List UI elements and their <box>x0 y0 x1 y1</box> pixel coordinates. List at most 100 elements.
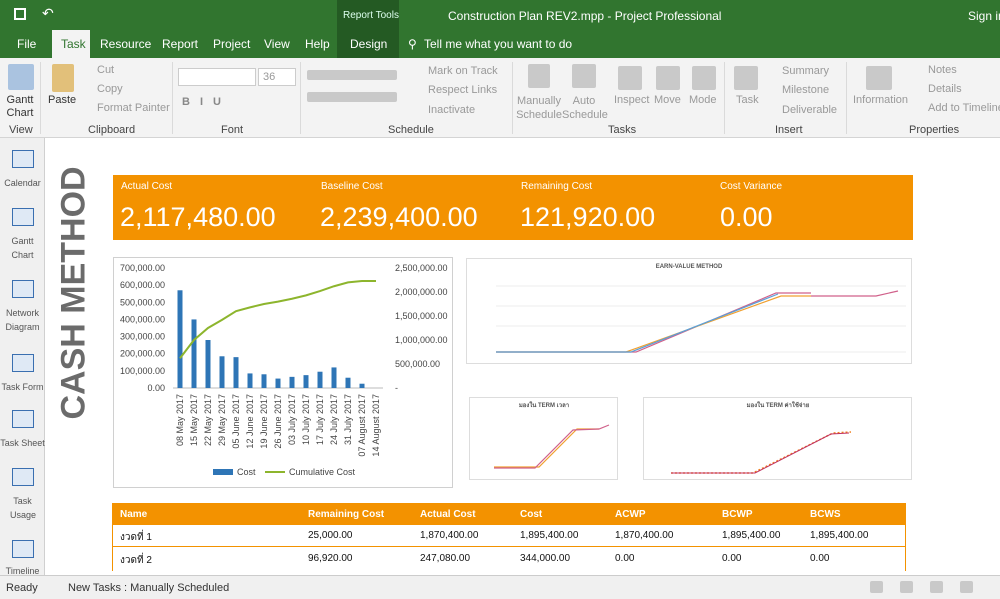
add-to-timeline-button[interactable]: Add to Timeline <box>928 102 1000 114</box>
chart-title: มองใน TERM ค่าใช้จ่าย <box>747 401 810 409</box>
tab[interactable]: Task <box>61 37 86 51</box>
search-icon: ⚲ <box>408 37 417 51</box>
summary-button[interactable]: Summary <box>782 65 830 77</box>
view-button[interactable]: Calendar <box>4 178 41 188</box>
column-header: Actual Cost <box>420 509 476 520</box>
details-button[interactable]: Details <box>928 83 962 95</box>
table-header <box>112 503 906 525</box>
x-tick-label: 17 July 2017 <box>315 394 325 445</box>
x-tick-label: 07 August 2017 <box>357 394 367 457</box>
view-shortcut[interactable] <box>900 581 913 593</box>
view-icon <box>12 354 34 372</box>
tab[interactable]: Help <box>305 37 330 51</box>
tab[interactable]: View <box>264 37 290 51</box>
kpi-value: 0.00 <box>720 202 773 232</box>
manually-schedule-button[interactable]: Manually Schedule <box>516 95 562 121</box>
view-button[interactable]: Task Usage <box>10 496 37 520</box>
bar <box>177 290 183 388</box>
copy-button[interactable]: Copy <box>97 83 123 95</box>
deliverable-button[interactable]: Deliverable <box>782 104 838 116</box>
x-tick-label: 12 June 2017 <box>245 394 255 449</box>
view-bar: Calendar Gantt Chart Network Diagram Tas… <box>0 138 45 575</box>
x-tick-label: 31 July 2017 <box>343 394 353 445</box>
x-tick-label: 19 June 2017 <box>259 394 269 449</box>
sign-in[interactable]: Sign in <box>968 9 1000 23</box>
bar <box>317 371 323 388</box>
table-cell: 1,895,400.00 <box>810 530 869 541</box>
kpi-label: Baseline Cost <box>321 181 383 192</box>
legend-label: Cost <box>237 467 256 477</box>
tab[interactable]: File <box>17 37 37 51</box>
group-label: Tasks <box>608 124 637 136</box>
tab[interactable]: Report <box>162 37 199 51</box>
heading-box: CASH METHOD <box>44 166 104 420</box>
tab[interactable]: Design <box>350 37 388 51</box>
ev-line <box>496 293 779 353</box>
active-tab-bg <box>52 30 90 58</box>
inactivate-button[interactable]: Inactivate <box>428 104 476 116</box>
format-painter-button[interactable]: Format Painter <box>97 102 170 114</box>
time-line <box>494 424 610 469</box>
view-button[interactable]: Timeline <box>5 566 40 574</box>
y-tick-label: 100,000.00 <box>120 366 165 376</box>
view-shortcut[interactable] <box>930 581 943 593</box>
paste-icon <box>52 64 74 92</box>
task-button[interactable]: Task <box>736 94 759 106</box>
information-button[interactable]: Information <box>853 94 909 106</box>
tab[interactable]: Project <box>213 37 251 51</box>
bar <box>275 378 281 388</box>
chart-title: มองใน TERM เวลา <box>519 401 569 409</box>
view-button[interactable]: Task Form <box>1 382 44 392</box>
column-header: Name <box>120 509 148 520</box>
view-button[interactable]: Task Sheet <box>0 438 45 448</box>
milestone-button[interactable]: Milestone <box>782 84 830 96</box>
tell-me[interactable]: Tell me what you want to do <box>424 37 573 51</box>
design-tab-bg <box>337 30 399 58</box>
view-icon <box>12 468 34 486</box>
view-icon <box>12 540 34 558</box>
ev-line <box>811 290 899 297</box>
table-cell: 25,000.00 <box>308 530 353 541</box>
auto-icon <box>572 64 596 88</box>
respect-links-button[interactable]: Respect Links <box>428 84 498 96</box>
x-tick-label: 05 June 2017 <box>231 394 241 449</box>
view-icon <box>12 410 34 428</box>
group-label: Properties <box>909 124 960 136</box>
undo-icon[interactable]: ↶ <box>42 5 54 21</box>
table-row <box>112 525 906 547</box>
view-shortcut[interactable] <box>960 581 973 593</box>
chart-title: EARN-VALUE METHOD <box>656 264 723 270</box>
y2-tick-label: 1,500,000.00 <box>395 311 448 321</box>
chart-frame <box>643 397 912 480</box>
table-cell: 1,870,400.00 <box>615 530 674 541</box>
gantt-chart-button[interactable]: Gantt Chart <box>6 94 34 119</box>
move-button[interactable]: Move <box>654 94 681 106</box>
mode-button[interactable]: Mode <box>689 94 717 106</box>
mark-on-track-button[interactable]: Mark on Track <box>428 65 498 77</box>
tab[interactable]: Resource <box>100 37 152 51</box>
status-new-tasks[interactable]: New Tasks : Manually Scheduled <box>68 582 230 594</box>
save-icon[interactable] <box>14 8 26 20</box>
separator <box>172 62 173 134</box>
kpi-band <box>113 175 913 240</box>
font-style-buttons[interactable]: BIU <box>182 96 231 108</box>
view-button[interactable]: Network Diagram <box>5 308 40 332</box>
separator <box>512 62 513 134</box>
notes-button[interactable]: Notes <box>928 64 957 76</box>
y-tick-label: 400,000.00 <box>120 314 165 324</box>
bar <box>331 367 337 388</box>
information-icon <box>866 66 892 90</box>
font-size-box[interactable]: 36 <box>258 68 296 86</box>
auto-schedule-button[interactable]: Auto Schedule <box>562 95 608 121</box>
bar <box>289 376 295 388</box>
paste-button[interactable]: Paste <box>48 94 77 106</box>
gantt-icon <box>8 64 34 90</box>
view-shortcut[interactable] <box>870 581 883 593</box>
cut-button[interactable]: Cut <box>97 64 115 76</box>
font-name-box[interactable] <box>178 68 256 86</box>
inspect-button[interactable]: Inspect <box>614 94 650 106</box>
indent-buttons <box>307 92 397 102</box>
kpi-value: 2,117,480.00 <box>120 202 276 232</box>
view-button[interactable]: Gantt Chart <box>11 236 34 260</box>
